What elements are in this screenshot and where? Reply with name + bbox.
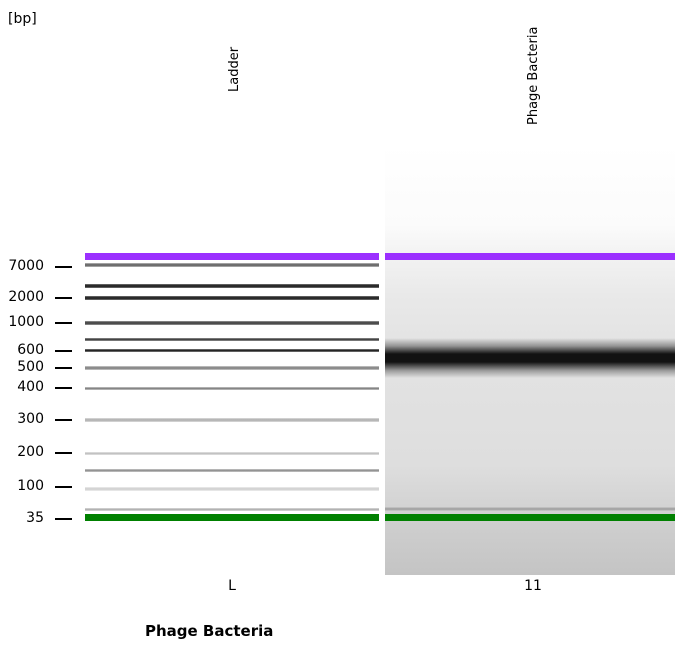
ladder-band: [85, 296, 379, 300]
upper-marker-band: [385, 253, 675, 260]
ladder-band: [85, 469, 379, 472]
size-tick: [55, 266, 72, 268]
size-label-100: 100: [17, 478, 44, 494]
lane-sample: [385, 145, 675, 575]
size-label-500: 500: [17, 359, 44, 375]
sample-band: [385, 338, 675, 378]
ladder-band: [85, 508, 379, 511]
sample-band: [385, 507, 675, 511]
unit-label: [bp]: [8, 11, 37, 27]
size-label-7000: 7000: [8, 258, 44, 274]
ladder-band: [85, 387, 379, 390]
size-label-2000: 2000: [8, 289, 44, 305]
lane-name-ladder: Ladder: [227, 46, 242, 92]
size-tick: [55, 486, 72, 488]
size-tick: [55, 452, 72, 454]
size-tick: [55, 387, 72, 389]
size-tick: [55, 297, 72, 299]
lower-marker-band: [85, 514, 379, 521]
ladder-band: [85, 452, 379, 455]
ladder-band: [85, 321, 379, 325]
size-label-1000: 1000: [8, 314, 44, 330]
lane-id-sample: 11: [524, 578, 542, 594]
upper-marker-band: [85, 253, 379, 260]
size-label-200: 200: [17, 444, 44, 460]
size-tick: [55, 419, 72, 421]
ladder-band: [85, 284, 379, 288]
gel-caption: Phage Bacteria: [145, 622, 274, 640]
size-label-600: 600: [17, 342, 44, 358]
ladder-band: [85, 418, 379, 422]
ladder-band: [85, 263, 379, 267]
size-tick: [55, 350, 72, 352]
ladder-band: [85, 349, 379, 352]
size-tick: [55, 367, 72, 369]
lane-ladder: [85, 253, 379, 563]
size-label-35: 35: [26, 510, 44, 526]
lane-name-sample: Phage Bacteria: [526, 26, 541, 125]
ladder-band: [85, 366, 379, 370]
ladder-band: [85, 338, 379, 341]
size-label-400: 400: [17, 379, 44, 395]
lower-marker-band: [385, 514, 675, 521]
size-tick: [55, 518, 72, 520]
ladder-band: [85, 487, 379, 491]
lane-id-ladder: L: [228, 578, 236, 594]
size-tick: [55, 322, 72, 324]
size-label-300: 300: [17, 411, 44, 427]
